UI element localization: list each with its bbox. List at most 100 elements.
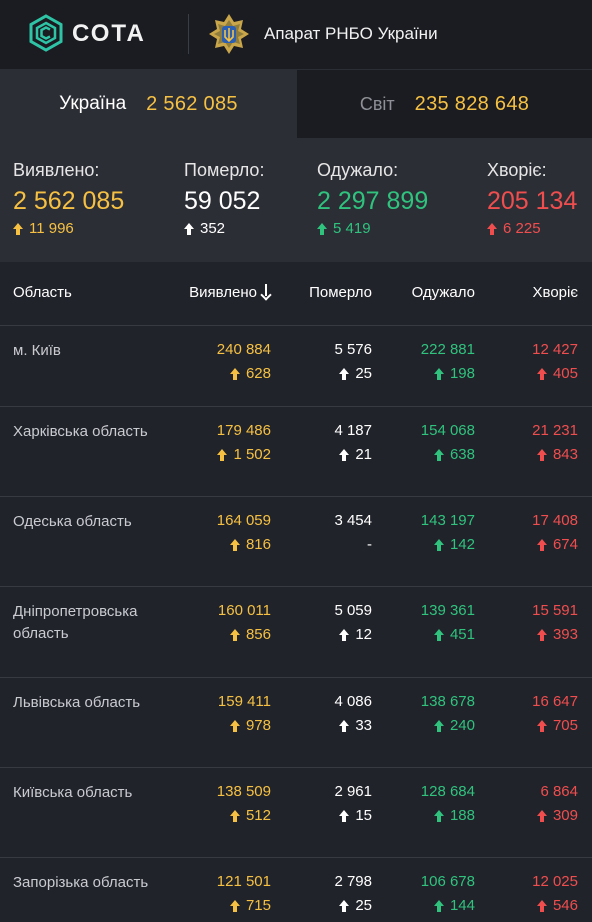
- rnbo-emblem-icon[interactable]: [207, 12, 251, 56]
- arrow-up-icon: [536, 900, 547, 912]
- arrow-up-icon: [536, 368, 547, 380]
- delta-value: 12: [355, 626, 372, 643]
- cell-confirmed: 179 486 1 502: [217, 421, 271, 465]
- arrow-up-icon: [339, 900, 350, 912]
- cell-deaths: 2 961 15: [334, 782, 372, 826]
- cell-value: 12 025: [532, 873, 578, 890]
- brand-name[interactable]: СОТА: [72, 20, 146, 47]
- arrow-up-icon: [184, 223, 194, 235]
- cell-delta: 21: [334, 445, 372, 465]
- cell-value: 222 881: [420, 341, 475, 358]
- column-header-recovered[interactable]: Одужало: [411, 284, 475, 301]
- cell-value: 2 961: [334, 783, 372, 800]
- table-row[interactable]: Дніпропетровська область 160 011 856 5 059 1…: [0, 587, 592, 678]
- cell-value: 5 576: [334, 341, 372, 358]
- delta-value: 6 225: [503, 220, 541, 237]
- delta-value: 33: [355, 717, 372, 734]
- arrow-up-icon: [13, 223, 23, 235]
- column-header-confirmed[interactable]: Виявлено: [189, 284, 271, 302]
- delta-value: 25: [355, 897, 372, 914]
- delta-value: 240: [449, 717, 475, 734]
- cell-deaths: 5 576 25: [334, 340, 372, 384]
- stat-label: Померло:: [184, 160, 265, 180]
- stat-recovered: Одужало: 2 297 899 5 419: [317, 160, 428, 238]
- cell-value: 15 591: [532, 602, 578, 619]
- column-header-deaths[interactable]: Померло: [309, 284, 372, 301]
- arrow-up-icon: [536, 539, 547, 551]
- cell-delta: 240: [421, 716, 475, 736]
- delta-value: 15: [355, 807, 372, 824]
- stat-label: Хворіє:: [487, 160, 547, 180]
- tab-value: 2 562 085: [146, 92, 238, 115]
- cell-delta: 405: [532, 364, 578, 384]
- cell-value: 179 486: [216, 422, 271, 439]
- table-row[interactable]: Харківська область 179 486 1 502 4 187 21 154…: [0, 407, 592, 497]
- cell-sick: 12 025 546: [532, 872, 578, 916]
- cell-recovered: 222 881 198: [421, 340, 475, 384]
- delta-value: 705: [552, 717, 578, 734]
- cell-confirmed: 121 501 715: [217, 872, 271, 916]
- region-name: Київська область: [13, 784, 133, 801]
- cell-value: 21 231: [532, 422, 578, 439]
- cell-delta: 309: [536, 806, 578, 826]
- delta-value: 142: [449, 536, 475, 553]
- delta-value: 25: [355, 365, 372, 382]
- cell-value: 143 197: [420, 512, 475, 529]
- delta-value: -: [367, 536, 372, 553]
- table-row[interactable]: Львівська область 159 411 978 4 086 33 138 67…: [0, 678, 592, 768]
- stat-value: 59 052: [184, 187, 261, 215]
- arrow-up-icon: [536, 720, 547, 732]
- cell-sick: 6 864 309: [536, 782, 578, 826]
- cell-value: 164 059: [216, 512, 271, 529]
- arrow-up-icon: [433, 629, 444, 641]
- cell-delta: 12: [334, 625, 372, 645]
- delta-value: 978: [245, 717, 271, 734]
- column-header-region[interactable]: Область: [13, 284, 72, 301]
- stat-delta: 5 419: [317, 220, 428, 238]
- cell-recovered: 154 068 638: [421, 421, 475, 465]
- delta-value: 198: [449, 365, 475, 382]
- arrow-up-icon: [339, 368, 350, 380]
- arrow-up-icon: [536, 449, 547, 461]
- cell-recovered: 138 678 240: [421, 692, 475, 736]
- cell-value: 17 408: [532, 512, 578, 529]
- cell-deaths: 4 187 21: [334, 421, 372, 465]
- table-row[interactable]: Одеська область 164 059 816 3 454-143 197 14…: [0, 497, 592, 587]
- cell-delta: 393: [532, 625, 578, 645]
- cell-confirmed: 138 509 512: [217, 782, 271, 826]
- sota-logo-icon[interactable]: [27, 14, 65, 52]
- cell-deaths: 4 086 33: [334, 692, 372, 736]
- stat-deaths: Померло: 59 052 352: [184, 160, 264, 238]
- stat-sick: Хворіє: 205 134 6 225: [487, 160, 577, 238]
- cell-delta: 705: [532, 716, 578, 736]
- table-row[interactable]: Запорізька область 121 501 715 2 798 25 106 6…: [0, 858, 592, 922]
- cell-deaths: 2 798 25: [334, 872, 372, 916]
- arrow-up-icon: [339, 449, 350, 461]
- arrow-up-icon: [217, 449, 228, 461]
- stat-delta: 11 996: [13, 220, 124, 238]
- summary-panel: Виявлено: 2 562 085 11 996 Померло: 59 0…: [0, 138, 592, 262]
- cell-value: 159 411: [217, 693, 271, 710]
- arrow-up-icon: [229, 368, 240, 380]
- cell-value: 240 884: [216, 341, 271, 358]
- arrow-up-icon: [433, 720, 444, 732]
- cell-value: 139 361: [420, 602, 475, 619]
- tab-ukraine[interactable]: Україна 2 562 085: [0, 70, 297, 138]
- cell-sick: 17 408 674: [532, 511, 578, 555]
- cell-deaths: 5 059 12: [334, 601, 372, 645]
- arrow-up-icon: [229, 720, 240, 732]
- tab-world[interactable]: Світ 235 828 648: [297, 70, 592, 138]
- cell-delta: 451: [421, 625, 475, 645]
- table-row[interactable]: м. Київ 240 884 628 5 576 25 222 881 198 12 427…: [0, 326, 592, 407]
- cell-value: 138 678: [420, 693, 475, 710]
- stat-confirmed: Виявлено: 2 562 085 11 996: [13, 160, 124, 238]
- column-header-sick[interactable]: Хворіє: [532, 284, 578, 301]
- delta-value: 5 419: [333, 220, 371, 237]
- cell-delta: 33: [334, 716, 372, 736]
- header-divider: [188, 14, 189, 54]
- org-name[interactable]: Апарат РНБО України: [264, 24, 438, 43]
- delta-value: 144: [449, 897, 475, 914]
- region-name: Одеська область: [13, 513, 132, 530]
- table-row[interactable]: Київська область 138 509 512 2 961 15 128 684…: [0, 768, 592, 858]
- arrow-up-icon: [229, 629, 240, 641]
